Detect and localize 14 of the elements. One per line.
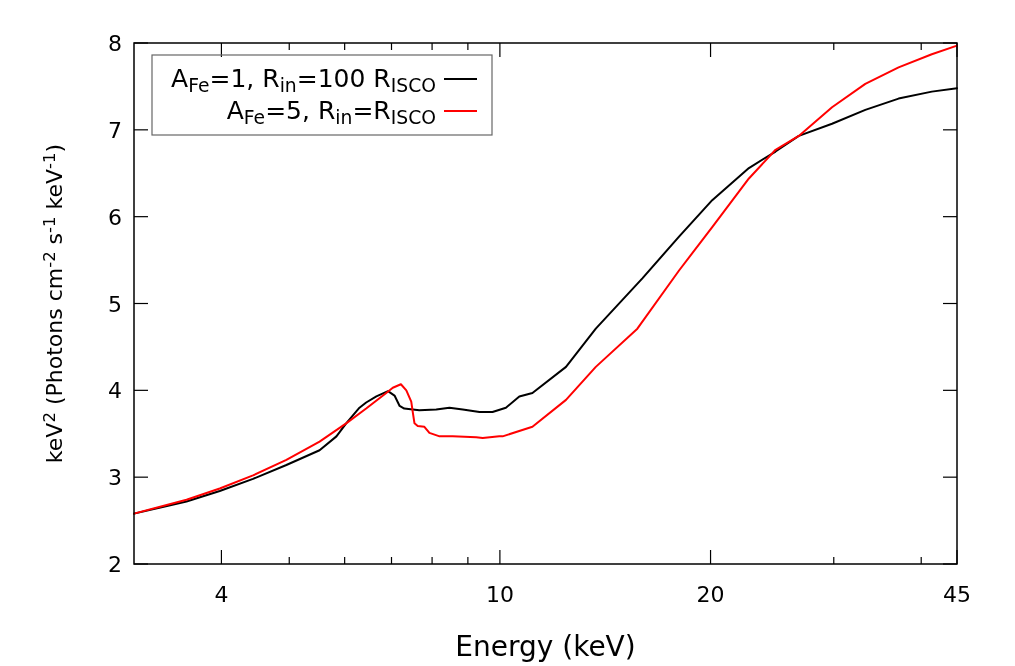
y-tick-label: 3	[108, 465, 122, 491]
y-tick-label: 4	[108, 378, 122, 404]
y-tick-label: 8	[108, 31, 122, 56]
x-tick-label: 20	[696, 582, 725, 607]
x-axis-title: Energy (keV)	[455, 630, 636, 663]
legend-label: A$_{Fe}$=5, R$_{in}$=R$_{ISCO}$	[226, 96, 436, 128]
legend-label: A$_{Fe}$=1, R$_{in}$=100 R$_{ISCO}$	[171, 64, 436, 96]
y-tick-label: 7	[108, 117, 122, 143]
y-tick-label: 5	[108, 291, 122, 317]
x-tick-label: 10	[485, 582, 514, 607]
y-tick-label: 2	[108, 552, 122, 577]
x-tick-label: 4	[214, 582, 229, 607]
x-tick-label: 45	[943, 582, 971, 607]
y-tick-label: 6	[108, 204, 122, 230]
